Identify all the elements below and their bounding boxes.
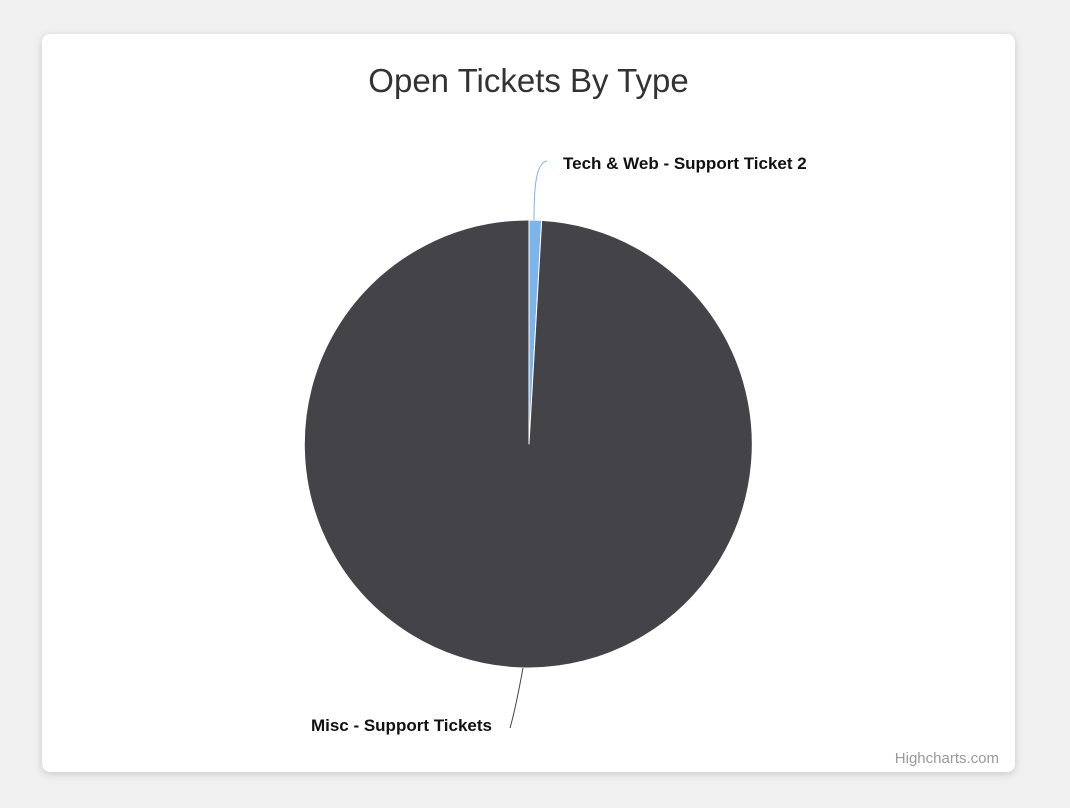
data-label-connector-0: [533, 160, 548, 221]
pie-chart[interactable]: [42, 34, 1015, 772]
pie-slice-1[interactable]: [303, 219, 753, 669]
highcharts-credit-link[interactable]: Highcharts.com: [894, 750, 999, 767]
chart-title: Open Tickets By Type: [368, 62, 689, 99]
chart-card: Open Tickets By Type Tech & Web - Suppor…: [42, 34, 1015, 772]
data-label-misc[interactable]: Misc - Support Tickets: [310, 716, 492, 735]
data-label-tech-web[interactable]: Tech & Web - Support Ticket 2: [563, 154, 807, 173]
data-label-connector-1: [509, 667, 524, 729]
